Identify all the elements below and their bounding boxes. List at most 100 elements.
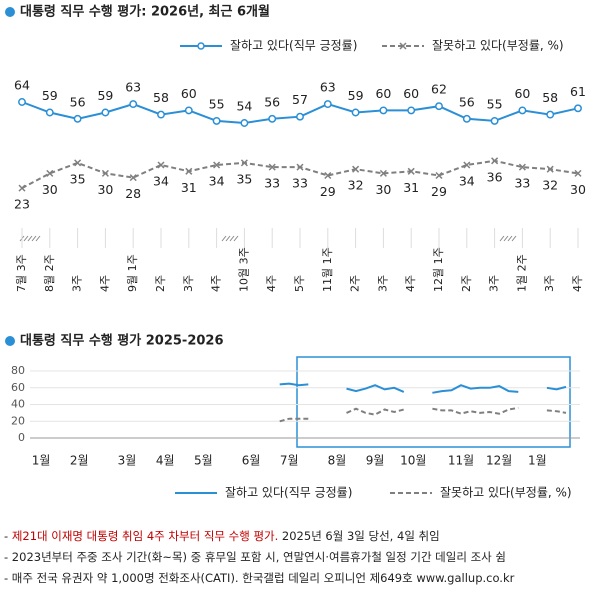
axis-break <box>19 235 517 242</box>
x-tick-label: 1월 <box>528 454 547 468</box>
point <box>212 116 221 125</box>
chart: 대통령 직무 수행 평가: 2026년, 최근 6개월 대통령 직무 수행 평가… <box>5 4 586 500</box>
point <box>518 163 526 171</box>
y-tick-label: 0 <box>18 431 25 444</box>
point <box>73 114 82 123</box>
point <box>352 165 360 173</box>
point <box>491 157 499 165</box>
data-label: 30 <box>570 182 586 197</box>
data-label: 31 <box>181 180 197 195</box>
x-tick-label: 7월 <box>280 454 299 468</box>
x-tick-label: 9월 <box>366 454 385 468</box>
x-tick-label: 9월 1주 <box>126 254 139 292</box>
data-label: 33 <box>514 176 530 191</box>
point <box>463 161 471 169</box>
data-label: 54 <box>236 99 252 114</box>
data-label: 33 <box>292 176 308 191</box>
data-label: 32 <box>542 178 558 193</box>
data-label: 59 <box>42 88 58 103</box>
data-label: 58 <box>542 90 558 105</box>
x-tick-label: 8월 <box>328 454 347 468</box>
footnote-text: - 2023년부터 주중 조사 기간(화~목) 중 휴무일 포함 시, 연말연시… <box>4 550 506 564</box>
point <box>129 174 137 182</box>
point <box>129 100 138 109</box>
footnotes: - 제21대 이재명 대통령 취임 4주 차부터 직무 수행 평가. 2025년… <box>4 526 600 589</box>
x-tick-label: 2주 <box>460 275 473 292</box>
point <box>351 108 360 117</box>
point <box>157 110 165 119</box>
title-bullet <box>5 336 15 346</box>
point <box>268 163 276 171</box>
point <box>74 159 82 167</box>
point <box>240 119 249 127</box>
data-label: 56 <box>70 94 86 109</box>
x-tick-label: 3주 <box>488 275 501 292</box>
point <box>379 169 387 177</box>
y-tick-label: 80 <box>11 364 25 377</box>
highlight-box <box>296 356 571 448</box>
data-label: 34 <box>153 174 169 189</box>
data-label: 61 <box>570 84 586 99</box>
x-tick-label: 4월 <box>156 454 175 468</box>
data-label: 59 <box>97 88 113 103</box>
y-tick-label: 20 <box>11 414 25 427</box>
x-tick-label: 2주 <box>349 275 362 292</box>
x-tick-label: 7월 3주 <box>15 254 28 292</box>
x-tick-label: 4주 <box>98 275 111 292</box>
data-label: 28 <box>125 186 141 201</box>
chart-title: 대통령 직무 수행 평가 2025-2026 <box>20 333 224 349</box>
data-label: 36 <box>487 169 503 184</box>
series-line <box>279 382 567 394</box>
data-label: 30 <box>42 182 58 197</box>
x-tick-label: 4주 <box>571 275 584 292</box>
data-label: 59 <box>348 88 364 103</box>
x-tick-label: 1월 2주 <box>515 254 528 292</box>
point <box>324 171 332 180</box>
point <box>184 106 193 115</box>
data-label: 56 <box>459 94 475 109</box>
data-label: 30 <box>97 182 113 197</box>
x-tick-label: 11월 <box>448 454 474 468</box>
data-label: 29 <box>431 184 447 199</box>
data-label: 60 <box>375 86 391 101</box>
x-tick-label: 2주 <box>154 275 167 292</box>
x-tick-label: 3주 <box>376 275 389 292</box>
data-label: 62 <box>431 82 447 97</box>
x-tick-label: 2월 <box>70 454 89 468</box>
point <box>240 159 248 167</box>
data-label: 60 <box>514 86 530 101</box>
point <box>45 108 54 117</box>
x-tick-label: 3주 <box>543 275 556 292</box>
data-label: 63 <box>320 80 336 95</box>
legend-label: 잘못하고 있다(부정률, %) <box>440 486 572 500</box>
x-tick-label: 10월 <box>400 454 426 468</box>
data-label: 56 <box>264 94 280 109</box>
y-tick-label: 40 <box>11 398 25 411</box>
point <box>407 106 416 115</box>
point <box>518 106 527 115</box>
data-label: 31 <box>403 180 419 195</box>
point <box>18 184 26 192</box>
x-tick-label: 5월 <box>194 454 213 468</box>
x-tick-label: 12월 1주 <box>432 247 445 292</box>
point <box>296 163 304 171</box>
point <box>18 98 26 106</box>
data-label: 34 <box>209 174 225 189</box>
legend-label: 잘하고 있다(직무 긍정률) <box>230 39 357 53</box>
data-label: 63 <box>125 80 141 95</box>
point <box>490 116 499 125</box>
data-label: 60 <box>403 86 419 101</box>
x-tick-label: 3주 <box>182 275 195 292</box>
point <box>574 104 582 113</box>
point <box>435 171 443 180</box>
point <box>407 167 415 175</box>
data-label: 33 <box>264 176 280 191</box>
data-label: 57 <box>292 92 308 107</box>
point <box>157 161 165 169</box>
series-line <box>279 406 567 423</box>
point <box>101 169 109 177</box>
data-label: 55 <box>209 96 225 111</box>
chart-title: 대통령 직무 수행 평가: 2026년, 최근 6개월 <box>20 4 270 20</box>
data-label: 34 <box>459 174 475 189</box>
